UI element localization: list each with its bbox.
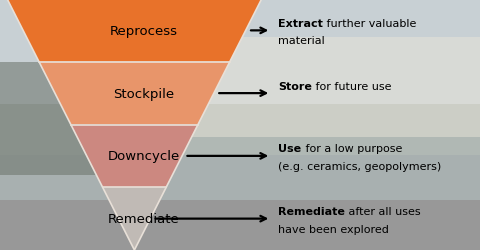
Polygon shape <box>168 38 480 138</box>
Text: for future use: for future use <box>312 81 392 91</box>
Text: further valuable: further valuable <box>323 19 417 29</box>
Text: Remediate: Remediate <box>278 206 345 216</box>
Text: material: material <box>278 36 325 46</box>
Text: Store: Store <box>278 81 312 91</box>
Polygon shape <box>103 188 166 250</box>
Polygon shape <box>71 125 198 188</box>
Polygon shape <box>0 155 480 205</box>
Text: for a low purpose: for a low purpose <box>301 144 402 154</box>
Text: Downcycle: Downcycle <box>108 150 180 163</box>
Text: have been explored: have been explored <box>278 224 389 234</box>
Polygon shape <box>0 105 480 162</box>
Text: Reprocess: Reprocess <box>110 25 178 38</box>
Polygon shape <box>39 62 230 125</box>
Polygon shape <box>0 0 480 112</box>
Text: Remediate: Remediate <box>108 212 180 225</box>
Text: (e.g. ceramics, geopolymers): (e.g. ceramics, geopolymers) <box>278 161 442 171</box>
Polygon shape <box>0 62 120 175</box>
Text: Stockpile: Stockpile <box>113 87 175 100</box>
Polygon shape <box>0 200 480 250</box>
Text: Use: Use <box>278 144 301 154</box>
Text: after all uses: after all uses <box>345 206 421 216</box>
Polygon shape <box>7 0 262 62</box>
Text: Extract: Extract <box>278 19 323 29</box>
